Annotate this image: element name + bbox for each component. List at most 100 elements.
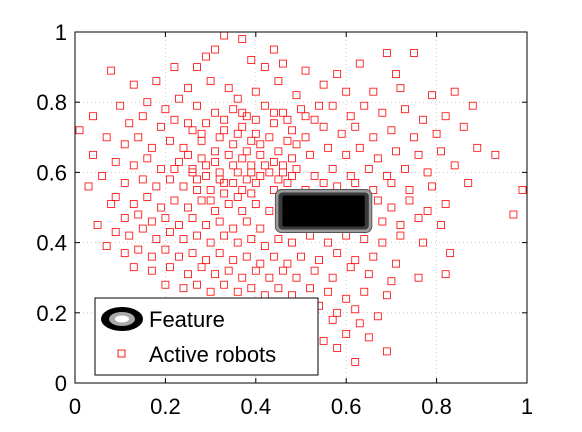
robot-point: [310, 172, 319, 180]
robot-point: [238, 207, 247, 215]
robot-point: [166, 136, 174, 145]
robot-point: [324, 143, 333, 152]
robot-point: [143, 98, 152, 107]
robot-point: [75, 126, 84, 135]
robot-point: [202, 221, 210, 229]
robot-point: [319, 336, 328, 345]
robot-point: [355, 143, 364, 152]
robot-point: [175, 252, 183, 261]
robot-point: [251, 129, 260, 138]
robot-point: [256, 150, 265, 159]
robot-point: [310, 266, 319, 275]
robot-point: [161, 214, 170, 222]
robot-point: [269, 119, 278, 128]
robot-point: [215, 217, 224, 226]
robot-point: [179, 235, 188, 243]
robot-point: [396, 84, 405, 93]
robot-point: [206, 186, 215, 194]
robot-point: [184, 84, 192, 93]
robot-point: [175, 221, 183, 229]
robot-point: [202, 119, 210, 128]
robot-point: [143, 154, 152, 163]
robot-point: [319, 179, 328, 187]
robot-point: [392, 259, 400, 268]
robot-point: [220, 189, 229, 198]
robot-point: [283, 115, 292, 124]
robot-point: [292, 140, 301, 149]
robot-point: [297, 105, 305, 114]
robot-point: [401, 164, 409, 173]
robot-point: [84, 182, 93, 191]
robot-point: [156, 164, 165, 173]
robot-point: [387, 277, 396, 286]
robot-point: [392, 70, 400, 79]
robot-point: [184, 119, 192, 128]
robot-point: [111, 228, 120, 236]
robot-point: [324, 287, 333, 296]
robot-point: [111, 193, 120, 201]
robot-point: [166, 228, 174, 236]
robot-point: [432, 129, 441, 138]
robot-point: [301, 133, 310, 142]
robot-point: [238, 35, 247, 43]
robot-point: [351, 358, 360, 366]
robot-point: [256, 259, 265, 268]
robot-point: [129, 263, 138, 272]
robot-point: [129, 200, 138, 208]
robot-point: [328, 315, 337, 324]
robot-point: [382, 172, 391, 180]
y-tick-labels: 0 0.2 0.4 0.6 0.8 1: [36, 20, 67, 396]
robot-point: [351, 256, 360, 265]
robot-point: [378, 238, 387, 247]
robot-point: [188, 249, 197, 258]
robot-point: [129, 161, 138, 170]
x-tick-labels: 0 0.2 0.4 0.6 0.8 1: [69, 394, 533, 419]
robot-point: [364, 164, 373, 173]
robot-point: [382, 49, 391, 57]
robot-point: [251, 87, 260, 96]
robot-point: [288, 238, 296, 247]
robot-point: [138, 112, 147, 121]
robot-point: [351, 179, 360, 187]
robot-point: [450, 161, 459, 170]
x-tick-label: 0.6: [331, 394, 362, 419]
x-tick-label: 0.4: [241, 394, 272, 419]
robot-point: [251, 179, 260, 187]
y-tick-label: 0.6: [36, 160, 67, 185]
robot-point: [410, 49, 418, 57]
robot-point: [120, 140, 129, 149]
robot-point: [396, 231, 405, 240]
robot-point: [238, 273, 247, 282]
robot-point: [156, 203, 165, 212]
robot-point: [138, 175, 147, 184]
robot-point: [247, 56, 256, 64]
robot-point: [247, 161, 256, 170]
robot-point: [134, 245, 143, 254]
robot-point: [260, 161, 269, 170]
robot-point: [93, 221, 102, 229]
legend-label-robots: Active robots: [149, 342, 276, 367]
x-tick-label: 0.8: [421, 394, 452, 419]
robot-point: [364, 333, 373, 342]
robot-point: [125, 231, 134, 240]
robot-point: [247, 235, 256, 243]
robot-point: [202, 172, 210, 180]
robot-point: [265, 273, 274, 282]
robot-point: [441, 200, 450, 208]
robot-point: [197, 129, 206, 138]
robot-point: [229, 161, 238, 170]
robot-point: [211, 147, 220, 156]
robot-point: [220, 115, 229, 124]
x-tick-label: 0: [69, 394, 81, 419]
robot-point: [147, 143, 156, 152]
robot-point: [269, 108, 278, 117]
robot-point: [233, 193, 242, 201]
robot-point: [229, 105, 238, 114]
robot-point: [202, 52, 210, 61]
robot-point: [134, 210, 143, 219]
robot-point: [292, 273, 301, 282]
robot-point: [220, 231, 229, 240]
robot-point: [143, 193, 152, 201]
robot-point: [306, 150, 314, 159]
